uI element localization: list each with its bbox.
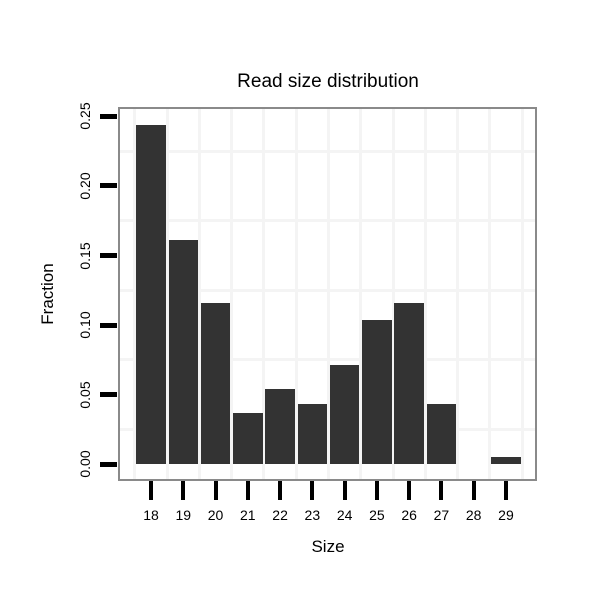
minor-gridline-horizontal [120,219,535,223]
minor-gridline-horizontal [120,428,535,431]
bar-26 [394,302,424,465]
y-axis-label: Fraction [38,263,57,325]
minor-gridline-horizontal [120,288,535,292]
x-tick-label: 28 [465,507,482,523]
x-tick [278,481,283,500]
x-tick-label: 21 [240,507,256,523]
minor-gridline-vertical [456,109,460,479]
minor-gridline-vertical [488,109,492,479]
x-tick-label: 25 [369,507,385,523]
x-tick [439,481,444,500]
x-tick [374,481,379,500]
bar-29 [491,457,521,465]
x-tick-label: 22 [272,507,288,523]
minor-gridline-vertical [294,109,298,479]
bar-22 [265,389,295,465]
y-tick-label: 0.05 [77,381,93,409]
minor-gridline-vertical [133,109,137,479]
x-tick-label: 24 [336,507,353,523]
y-tick [100,461,117,467]
minor-gridline-vertical [165,109,169,479]
plot-panel [118,107,537,481]
y-tick [100,113,117,119]
y-tick [100,253,117,258]
y-tick [100,322,117,328]
x-tick [213,481,218,500]
x-tick [471,481,476,500]
minor-gridline-vertical [197,109,201,479]
x-tick [310,481,315,500]
minor-gridline-vertical [391,109,395,479]
y-tick [100,392,117,398]
y-tick-label: 0.00 [77,450,93,478]
bar-18 [136,124,166,465]
bar-23 [297,404,328,465]
bar-25 [362,319,392,465]
x-tick [181,481,186,500]
bar-20 [200,302,231,465]
x-tick-label: 23 [304,507,321,523]
x-tick-label: 29 [498,507,514,523]
y-tick-label: 0.25 [77,102,93,130]
minor-gridline-vertical [230,109,234,479]
minor-gridline-horizontal [120,149,535,153]
x-tick-label: 18 [143,507,159,523]
bar-21 [233,412,263,465]
y-tick-label: 0.10 [77,311,93,339]
x-tick [342,481,347,500]
x-tick-label: 27 [433,507,450,523]
x-tick-label: 26 [401,507,417,523]
y-tick-label: 0.15 [77,241,93,270]
minor-gridline-horizontal [120,358,535,362]
x-tick [149,481,153,500]
bar-27 [426,404,457,465]
bar-19 [168,240,199,465]
y-tick [100,183,117,189]
x-tick-label: 20 [207,507,224,523]
minor-gridline-vertical [262,109,266,479]
x-tick-label: 19 [175,507,192,523]
x-tick [503,481,508,500]
minor-gridline-vertical [520,109,524,479]
bar-24 [329,365,360,465]
chart-title: Read size distribution [237,71,419,92]
x-tick [407,481,412,500]
x-axis-label: Size [311,537,345,556]
minor-gridline-vertical [423,109,427,479]
x-tick [245,481,250,500]
minor-gridline-vertical [359,109,363,479]
minor-gridline-vertical [326,109,330,479]
y-tick-label: 0.20 [77,172,93,200]
